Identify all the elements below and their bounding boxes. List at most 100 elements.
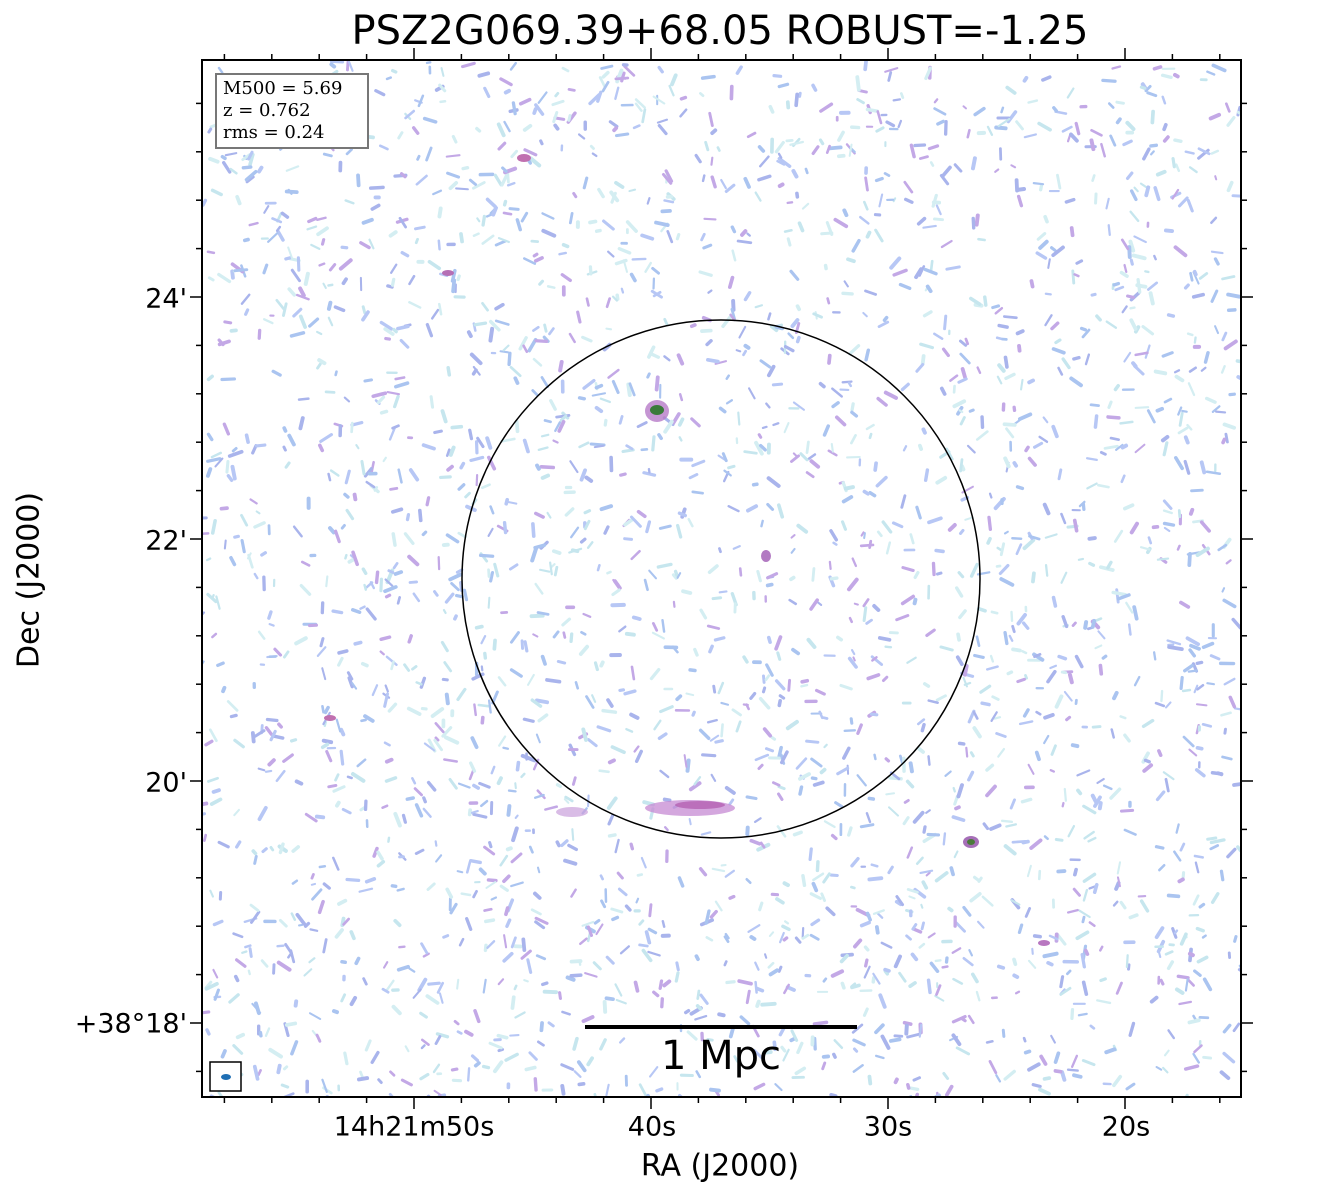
- noise-dash: [1184, 150, 1195, 155]
- noise-dash: [379, 320, 394, 331]
- noise-dash: [1202, 977, 1213, 992]
- noise-dash: [1210, 892, 1220, 904]
- noise-dash: [853, 938, 863, 949]
- y-tick-label: +38°18': [75, 1009, 187, 1040]
- noise-dash: [1235, 359, 1241, 364]
- noise-dash: [830, 442, 834, 453]
- noise-dash: [654, 220, 670, 227]
- noise-dash: [1071, 269, 1076, 285]
- noise-dash: [1125, 171, 1134, 180]
- noise-dash: [578, 644, 590, 656]
- noise-dash: [306, 225, 318, 231]
- noise-dash: [969, 296, 982, 306]
- noise-dash: [510, 852, 523, 864]
- noise-dash: [655, 1087, 664, 1093]
- noise-dash: [941, 165, 952, 178]
- noise-dash: [290, 268, 301, 283]
- noise-dash: [805, 440, 810, 454]
- noise-dash: [488, 319, 501, 332]
- noise-dash: [1182, 735, 1195, 748]
- noise-dash: [1036, 232, 1047, 241]
- noise-dash: [435, 1032, 450, 1039]
- noise-dash: [586, 541, 594, 549]
- noise-dash: [347, 676, 354, 689]
- noise-dash: [790, 1029, 799, 1042]
- noise-dash: [717, 1012, 726, 1018]
- noise-dash: [230, 269, 235, 280]
- noise-dash: [761, 425, 768, 430]
- noise-dash: [341, 277, 348, 286]
- noise-dash: [1097, 630, 1106, 640]
- noise-dash: [819, 102, 834, 113]
- noise-dash: [225, 460, 230, 474]
- noise-dash: [514, 814, 519, 819]
- noise-dash: [393, 918, 402, 928]
- noise-dash: [954, 921, 966, 933]
- noise-dash: [534, 916, 549, 925]
- noise-dash: [1129, 189, 1138, 202]
- noise-dash: [593, 919, 601, 925]
- noise-dash: [526, 958, 533, 974]
- noise-dash: [510, 149, 519, 159]
- noise-dash: [206, 467, 213, 478]
- noise-dash: [454, 593, 464, 599]
- noise-dash: [1044, 533, 1058, 539]
- noise-dash: [545, 678, 562, 684]
- noise-dash: [1037, 121, 1052, 132]
- noise-dash: [576, 310, 582, 324]
- noise-dash: [1226, 292, 1241, 299]
- noise-dash: [847, 381, 853, 388]
- noise-dash: [353, 640, 363, 646]
- noise-dash: [599, 397, 611, 404]
- noise-dash: [1221, 275, 1236, 281]
- noise-dash: [668, 84, 675, 97]
- noise-dash: [314, 814, 326, 820]
- noise-dash: [820, 892, 827, 903]
- noise-dash: [968, 949, 974, 957]
- noise-dash: [242, 237, 250, 243]
- noise-dash: [596, 725, 612, 733]
- noise-dash: [633, 980, 640, 993]
- noise-dash: [1222, 1051, 1236, 1064]
- noise-dash: [208, 156, 220, 164]
- noise-dash: [777, 745, 783, 759]
- noise-dash: [1115, 100, 1125, 105]
- noise-dash: [344, 469, 351, 485]
- noise-dash: [619, 945, 631, 955]
- noise-dash: [638, 1083, 648, 1097]
- noise-dash: [1069, 226, 1075, 238]
- noise-dash: [422, 807, 432, 818]
- noise-dash: [894, 899, 903, 907]
- noise-dash: [1147, 536, 1153, 545]
- noise-dash: [779, 750, 789, 765]
- noise-dash: [912, 597, 918, 606]
- noise-dash: [383, 961, 389, 969]
- noise-dash: [300, 560, 311, 567]
- noise-dash: [1103, 444, 1119, 450]
- noise-dash: [446, 464, 454, 472]
- noise-dash: [852, 1038, 866, 1047]
- noise-dash: [376, 850, 384, 861]
- noise-dash: [473, 321, 488, 327]
- noise-dash: [253, 572, 259, 580]
- noise-dash: [1018, 720, 1034, 726]
- noise-dash: [1031, 1083, 1042, 1089]
- noise-dash: [390, 507, 404, 514]
- noise-dash: [1070, 1008, 1075, 1021]
- noise-dash: [909, 533, 915, 545]
- noise-dash: [1164, 777, 1170, 793]
- noise-dash: [481, 301, 489, 312]
- noise-dash: [253, 521, 266, 529]
- noise-dash: [1100, 142, 1106, 158]
- noise-dash: [446, 366, 452, 377]
- noise-dash: [623, 65, 636, 77]
- noise-dash: [830, 969, 845, 978]
- noise-dash: [1185, 636, 1201, 647]
- noise-dash: [1216, 771, 1224, 777]
- noise-dash: [629, 712, 640, 720]
- noise-dash: [345, 508, 355, 521]
- noise-dash: [778, 1026, 786, 1037]
- noise-dash: [1119, 900, 1127, 910]
- noise-dash: [533, 256, 544, 263]
- noise-dash: [390, 277, 396, 287]
